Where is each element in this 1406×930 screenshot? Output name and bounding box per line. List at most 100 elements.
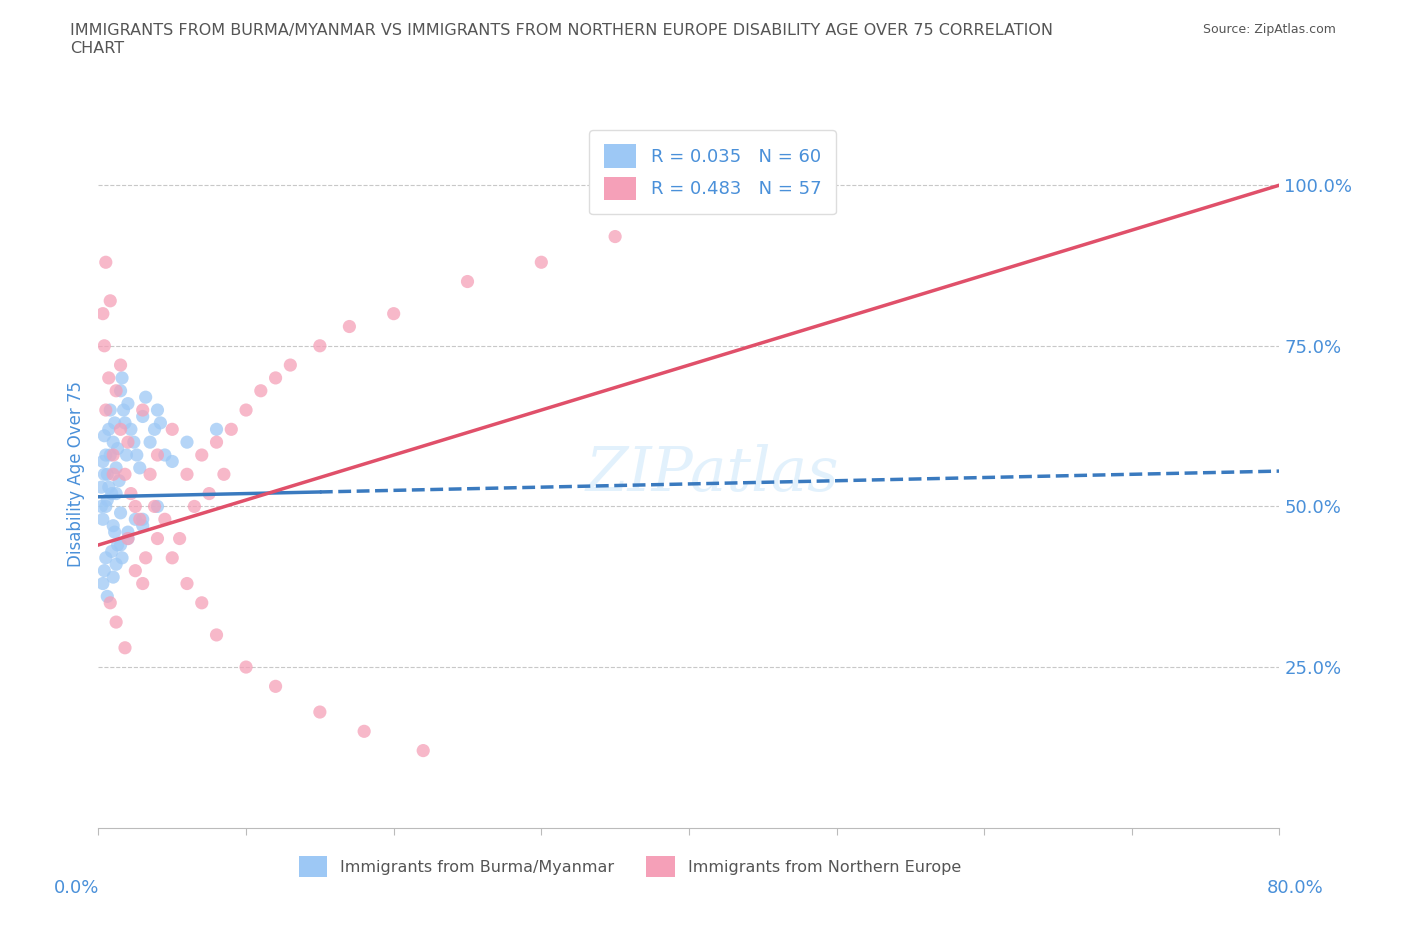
Point: [110, 358, 132, 373]
Point: [117, 396, 139, 411]
Point: [162, 551, 183, 565]
Point: [125, 447, 148, 462]
Point: [94, 447, 117, 462]
Point: [280, 358, 302, 373]
Point: [111, 370, 134, 385]
Point: [91, 454, 114, 469]
Point: [205, 434, 228, 449]
Point: [103, 447, 125, 462]
Point: [94, 551, 117, 565]
Point: [191, 447, 214, 462]
Point: [124, 499, 146, 514]
Point: [205, 422, 228, 437]
Point: [153, 512, 176, 526]
Point: [139, 434, 162, 449]
Point: [114, 467, 136, 482]
Point: [143, 499, 166, 514]
Point: [111, 551, 134, 565]
Point: [412, 743, 434, 758]
Point: [110, 505, 132, 520]
Point: [250, 383, 273, 398]
Point: [176, 576, 198, 591]
Point: [124, 512, 146, 526]
Point: [96, 467, 118, 482]
Point: [97, 370, 120, 385]
Point: [93, 564, 115, 578]
Point: [120, 486, 142, 501]
Point: [104, 416, 127, 431]
Point: [114, 641, 136, 656]
Point: [100, 486, 122, 501]
Point: [146, 531, 169, 546]
Point: [103, 570, 125, 585]
Point: [112, 403, 135, 418]
Point: [264, 679, 287, 694]
Point: [176, 467, 198, 482]
Point: [198, 486, 221, 501]
Point: [169, 531, 191, 546]
Text: 80.0%: 80.0%: [1267, 879, 1324, 897]
Point: [91, 306, 114, 321]
Point: [235, 403, 257, 418]
Point: [264, 370, 287, 385]
Y-axis label: Disability Age Over 75: Disability Age Over 75: [66, 381, 84, 567]
Point: [115, 447, 138, 462]
Point: [104, 525, 127, 539]
Point: [107, 441, 129, 456]
Point: [124, 564, 146, 578]
Point: [139, 467, 162, 482]
Point: [103, 434, 125, 449]
Legend: Immigrants from Burma/Myanmar, Immigrants from Northern Europe: Immigrants from Burma/Myanmar, Immigrant…: [292, 850, 967, 883]
Point: [153, 447, 176, 462]
Point: [93, 429, 115, 444]
Point: [120, 422, 142, 437]
Point: [353, 724, 375, 738]
Point: [117, 531, 139, 546]
Point: [176, 434, 198, 449]
Point: [103, 467, 125, 482]
Point: [457, 274, 479, 289]
Point: [110, 538, 132, 552]
Point: [530, 255, 553, 270]
Text: IMMIGRANTS FROM BURMA/MYANMAR VS IMMIGRANTS FROM NORTHERN EUROPE DISABILITY AGE : IMMIGRANTS FROM BURMA/MYANMAR VS IMMIGRA…: [70, 23, 1053, 56]
Point: [135, 390, 157, 405]
Point: [94, 403, 117, 418]
Point: [91, 576, 114, 591]
Point: [93, 467, 115, 482]
Point: [183, 499, 205, 514]
Point: [382, 306, 405, 321]
Point: [132, 518, 155, 533]
Point: [90, 480, 112, 495]
Point: [191, 595, 214, 610]
Point: [605, 229, 627, 244]
Point: [107, 538, 129, 552]
Point: [108, 473, 131, 488]
Point: [105, 383, 128, 398]
Point: [98, 447, 121, 462]
Point: [221, 422, 243, 437]
Point: [105, 486, 128, 501]
Point: [205, 628, 228, 643]
Point: [339, 319, 361, 334]
Point: [100, 544, 122, 559]
Point: [117, 434, 139, 449]
Point: [132, 576, 155, 591]
Point: [122, 434, 145, 449]
Point: [135, 551, 157, 565]
Point: [98, 595, 121, 610]
Point: [149, 416, 172, 431]
Point: [94, 499, 117, 514]
Point: [110, 422, 132, 437]
Point: [128, 512, 150, 526]
Point: [98, 293, 121, 308]
Point: [162, 422, 183, 437]
Text: 0.0%: 0.0%: [55, 879, 100, 897]
Point: [114, 416, 136, 431]
Point: [103, 518, 125, 533]
Point: [128, 460, 150, 475]
Point: [146, 403, 169, 418]
Point: [91, 512, 114, 526]
Point: [96, 493, 118, 508]
Point: [146, 447, 169, 462]
Point: [105, 557, 128, 572]
